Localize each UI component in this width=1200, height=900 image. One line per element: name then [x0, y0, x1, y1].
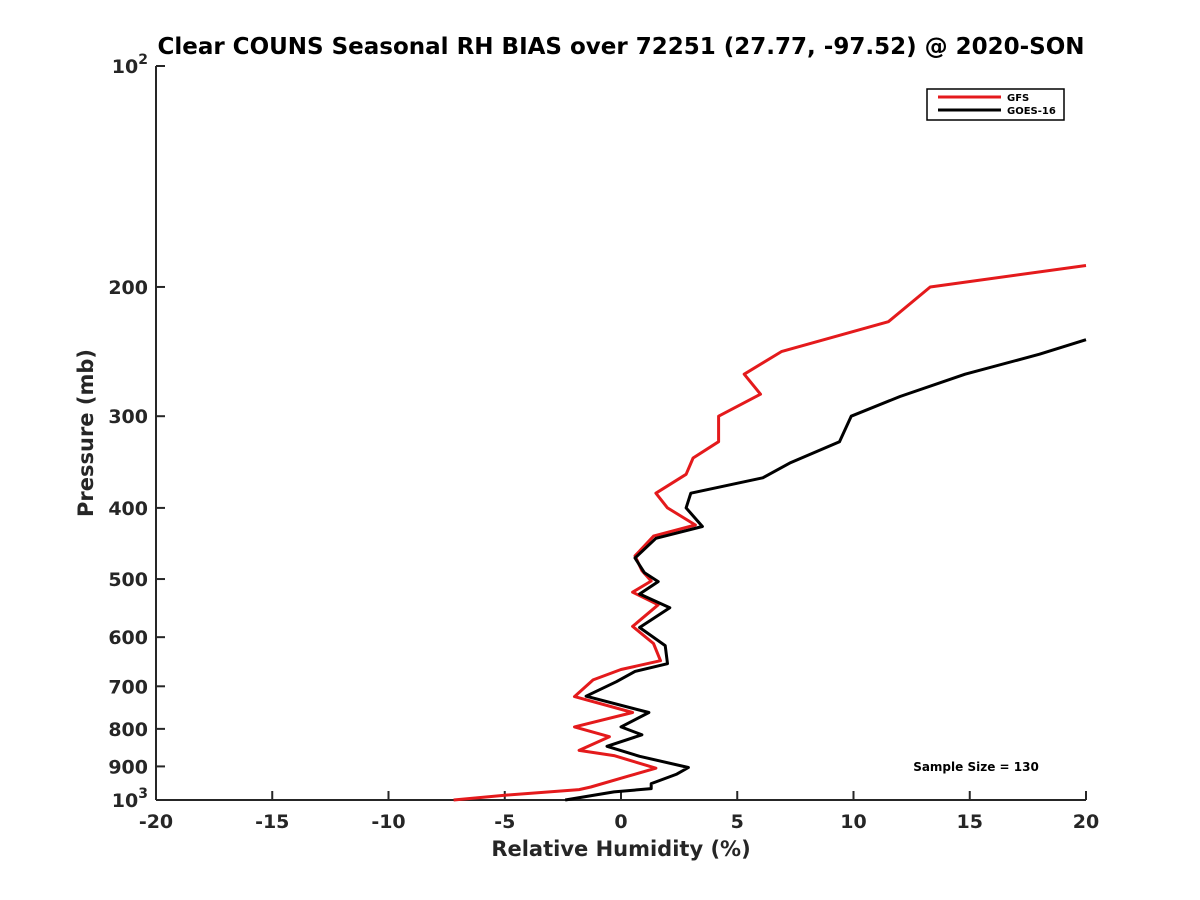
legend-label-goes16: GOES-16 — [1007, 106, 1056, 117]
series-line-gfs — [453, 264, 1087, 802]
sample-size-annotation: Sample Size = 130 — [913, 760, 1039, 774]
legend-label-gfs: GFS — [1007, 93, 1029, 104]
series-group — [453, 264, 1087, 802]
x-tick-label: -5 — [494, 811, 515, 833]
legend-box — [926, 88, 1065, 121]
series-line-goes16 — [564, 338, 1087, 802]
y-tick-label: 700 — [108, 676, 148, 698]
x-axis-label: Relative Humidity (%) — [491, 837, 750, 861]
y-tick-label: 900 — [108, 756, 148, 778]
y-tick-label: 102 — [112, 52, 148, 78]
y-tick-label: 300 — [108, 406, 148, 428]
y-ticks: 102 200 300 400 500 600 700 800 900 103 — [108, 52, 165, 812]
y-tick-label: 500 — [108, 569, 148, 591]
y-tick-label: 800 — [108, 719, 148, 741]
x-tick-label: 20 — [1073, 811, 1099, 833]
y-axis-label: Pressure (mb) — [74, 349, 98, 517]
y-tick-label: 400 — [108, 498, 148, 520]
x-tick-label: -10 — [371, 811, 405, 833]
x-tick-label: -15 — [255, 811, 289, 833]
chart-title: Clear COUNS Seasonal RH BIAS over 72251 … — [157, 34, 1084, 60]
y-tick-label: 200 — [108, 277, 148, 299]
x-tick-label: 10 — [840, 811, 866, 833]
y-tick-label: 103 — [112, 786, 148, 812]
x-tick-label: 0 — [614, 811, 627, 833]
x-tick-label: 5 — [731, 811, 744, 833]
axes — [155, 66, 1086, 801]
y-tick-label: 600 — [108, 627, 148, 649]
x-tick-label: -20 — [139, 811, 173, 833]
legend: GFS GOES-16 — [926, 88, 1065, 121]
x-tick-label: 15 — [957, 811, 983, 833]
x-ticks: -20 -15 -10 -5 0 5 10 15 20 — [139, 791, 1099, 833]
